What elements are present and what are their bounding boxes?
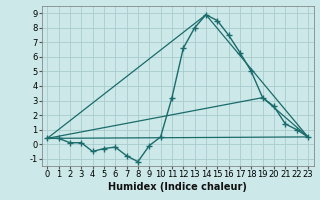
X-axis label: Humidex (Indice chaleur): Humidex (Indice chaleur) (108, 182, 247, 192)
